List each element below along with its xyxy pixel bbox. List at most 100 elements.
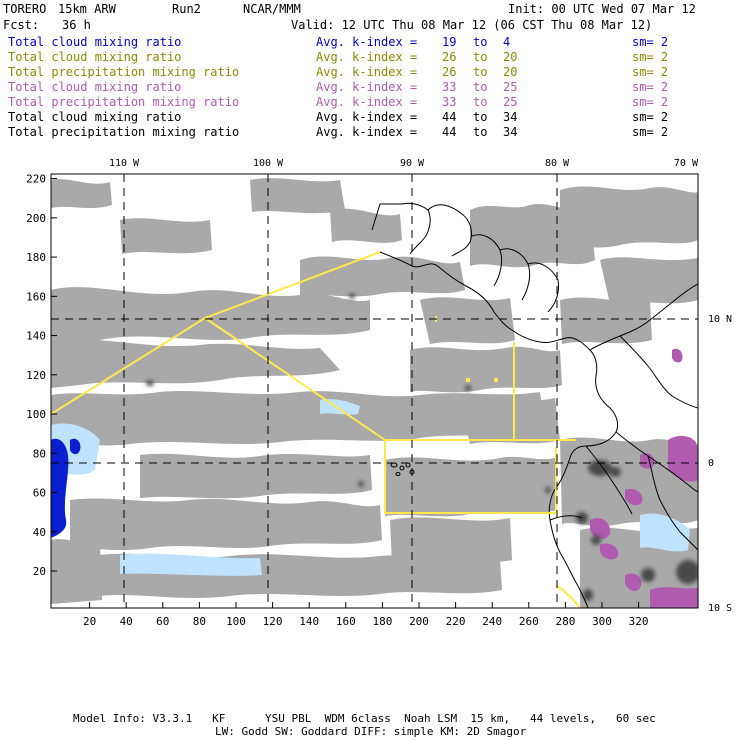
- legend-to: to: [473, 50, 488, 64]
- y-tick-label: 220: [26, 173, 46, 186]
- model-resolution: 15km ARW: [58, 2, 116, 16]
- x-tick-label: 220: [446, 615, 466, 628]
- longitude-label: 110 W: [109, 158, 140, 169]
- legend-sm: sm= 2: [632, 125, 669, 139]
- model-name: TORERO: [3, 2, 47, 16]
- legend-end: 34: [503, 110, 518, 124]
- legend-from: 44: [442, 125, 457, 139]
- latitude-label: 10 S: [708, 603, 732, 614]
- domain-boundaries: [51, 251, 581, 608]
- coastlines: [371, 202, 698, 608]
- y-tick-label: 40: [33, 526, 46, 539]
- legend-to: to: [473, 125, 488, 139]
- map-frame: [50, 173, 699, 609]
- legend-from: 26: [442, 50, 457, 64]
- x-axis-labels: 20 40 60 80 100 120 140 160 180 200 220 240 260 280 30…: [83, 615, 649, 628]
- legend-end: 34: [503, 125, 518, 139]
- x-tick-label: 240: [482, 615, 502, 628]
- longitude-label: 90 W: [400, 158, 425, 169]
- legend-to: to: [473, 110, 488, 124]
- x-tick-label: 200: [409, 615, 429, 628]
- x-tick-label: 120: [263, 615, 283, 628]
- legend-sm: sm= 2: [632, 95, 669, 109]
- run-label: Run2: [172, 2, 201, 16]
- longitude-label: 80 W: [545, 158, 570, 169]
- legend-from: 33: [442, 80, 457, 94]
- legend-end: 25: [503, 95, 518, 109]
- legend-sm: sm= 2: [632, 50, 669, 64]
- y-tick-label: 80: [33, 447, 46, 460]
- legend-to: to: [473, 65, 488, 79]
- legend-field: Total cloud mixing ratio: [8, 80, 182, 94]
- legend-kindex: Avg. k-index =: [316, 125, 418, 139]
- legend-field: Total precipitation mixing ratio: [8, 95, 240, 109]
- latlon-grid: [51, 174, 698, 608]
- x-tick-label: 140: [299, 615, 319, 628]
- x-tick-label: 320: [629, 615, 649, 628]
- legend-to: to: [473, 35, 488, 49]
- legend-to: to: [473, 95, 488, 109]
- x-tick-label: 20: [83, 615, 96, 628]
- longitude-labels: 110 W 100 W 90 W 80 W 70 W: [109, 158, 699, 169]
- cloud-field-dark-blue: [51, 438, 81, 538]
- legend-field: Total cloud mixing ratio: [8, 35, 182, 49]
- y-tick-label: 60: [33, 487, 46, 500]
- legend-end: 20: [503, 65, 518, 79]
- x-tick-label: 100: [226, 615, 246, 628]
- x-tick-label: 180: [372, 615, 392, 628]
- legend-sm: sm= 2: [632, 110, 669, 124]
- cloud-field-purple: [590, 348, 698, 608]
- legend-from: 26: [442, 65, 457, 79]
- latitude-label: 0: [708, 458, 714, 469]
- legend-from: 33: [442, 95, 457, 109]
- longitude-label: 70 W: [674, 158, 699, 169]
- legend-from: 19: [442, 35, 457, 49]
- legend-kindex: Avg. k-index =: [316, 80, 418, 94]
- y-tick-label: 160: [26, 290, 46, 303]
- legend-field: Total precipitation mixing ratio: [8, 125, 240, 139]
- longitude-label: 100 W: [253, 158, 284, 169]
- y-tick-label: 180: [26, 251, 46, 264]
- legend-end: 4: [503, 35, 511, 49]
- y-axis-ticks: [51, 178, 57, 572]
- legend-end: 20: [503, 50, 518, 64]
- legend-sm: sm= 2: [632, 35, 669, 49]
- x-tick-label: 280: [555, 615, 575, 628]
- model-info-line1: Model Info: V3.3.1 KF YSU PBL WDM 6class…: [73, 712, 656, 725]
- y-tick-label: 140: [26, 330, 46, 343]
- legend-sm: sm= 2: [632, 65, 669, 79]
- legend-field: Total cloud mixing ratio: [8, 110, 182, 124]
- legend-sm: sm= 2: [632, 80, 669, 94]
- y-axis-labels: 20 40 60 80 100 120 140 160 180 200 220: [26, 173, 46, 578]
- legend-field: Total cloud mixing ratio: [8, 50, 182, 64]
- legend-kindex: Avg. k-index =: [316, 65, 418, 79]
- x-tick-label: 60: [156, 615, 169, 628]
- latitude-labels: 10 N 0 10 S: [708, 314, 732, 614]
- latitude-label: 10 N: [708, 314, 732, 325]
- forecast-label: Fcst:: [3, 18, 40, 32]
- y-tick-label: 100: [26, 408, 46, 421]
- x-tick-label: 160: [336, 615, 356, 628]
- legend-from: 44: [442, 110, 457, 124]
- legend-field: Total precipitation mixing ratio: [8, 65, 240, 79]
- legend-kindex: Avg. k-index =: [316, 110, 418, 124]
- x-axis-ticks: [89, 602, 640, 608]
- x-tick-label: 300: [592, 615, 612, 628]
- model-info-line2: LW: Godd SW: Goddard DIFF: simple KM: 2D…: [215, 725, 527, 738]
- legend-to: to: [473, 80, 488, 94]
- valid-time: Valid: 12 UTC Thu 08 Mar 12 (06 CST Thu …: [291, 18, 653, 32]
- legend-end: 25: [503, 80, 518, 94]
- forecast-hours: 36 h: [62, 18, 91, 32]
- init-time: Init: 00 UTC Wed 07 Mar 12: [508, 2, 696, 16]
- legend-kindex: Avg. k-index =: [316, 50, 418, 64]
- x-tick-label: 80: [193, 615, 206, 628]
- y-tick-label: 120: [26, 369, 46, 382]
- organization: NCAR/MMM: [243, 2, 301, 16]
- legend-kindex: Avg. k-index =: [316, 35, 418, 49]
- y-tick-label: 200: [26, 212, 46, 225]
- cloud-field-dark-gray: [146, 293, 698, 601]
- x-tick-label: 260: [519, 615, 539, 628]
- y-tick-label: 20: [33, 565, 46, 578]
- legend-kindex: Avg. k-index =: [316, 95, 418, 109]
